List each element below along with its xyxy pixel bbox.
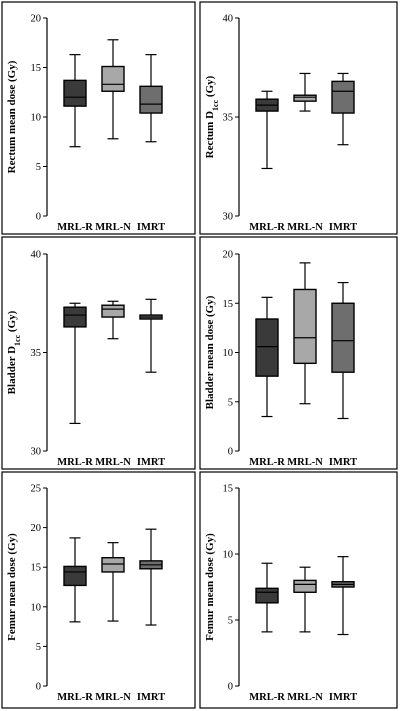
- box-mrl-r: [63, 54, 87, 148]
- y-axis-title: Femur mean dose (Gy): [204, 533, 216, 641]
- y-axis-title: Rectum D1cc (Gy): [204, 75, 220, 158]
- x-category-label: MRL-N: [95, 692, 131, 703]
- x-category-label: MRL-N: [287, 692, 323, 703]
- x-category-label: MRL-R: [249, 457, 285, 468]
- chart-panel-bladder-mean: 0 5 10 15 20 Bladder mean dose (Gy) MRL-R MRL-N…: [199, 236, 398, 470]
- chart-panel-rectum-mean: 0 5 10 15 20 Rectum mean dose (Gy) MRL-R MRL-N I…: [1, 1, 196, 235]
- x-category-label: MRL-N: [287, 222, 323, 233]
- box-iqr: [331, 80, 355, 114]
- box-mrl-n: [293, 262, 317, 405]
- chart-panel-femur-mean-left: 0 5 10 15 20 25 Femur mean dose (Gy) MRL-R MRL-N…: [1, 471, 196, 709]
- x-category-label: MRL-R: [249, 222, 285, 233]
- panel-frame: [199, 236, 398, 470]
- box-imrt: [139, 528, 163, 626]
- x-category-label: IMRT: [137, 222, 165, 233]
- box-iqr: [331, 302, 355, 373]
- y-tick-label: 10: [31, 113, 42, 124]
- x-category-label: IMRT: [137, 457, 165, 468]
- y-tick-label: 0: [228, 447, 233, 458]
- box-iqr: [101, 65, 125, 92]
- y-axis-title: Femur mean dose (Gy): [6, 533, 18, 641]
- chart-panel-bladder-d1cc: 30 35 40 Bladder D1cc (Gy) MRL-R MRL-N IMRT: [1, 236, 196, 470]
- y-tick-label: 35: [31, 348, 42, 359]
- box-iqr: [139, 85, 163, 114]
- y-tick-label: 40: [223, 14, 234, 25]
- box-imrt: [331, 72, 355, 146]
- box-imrt: [331, 556, 355, 636]
- box-imrt: [139, 54, 163, 143]
- box-iqr: [101, 556, 125, 573]
- x-category-label: MRL-R: [57, 692, 93, 703]
- panel-frame: [199, 471, 398, 709]
- panel-frame: [1, 471, 196, 709]
- x-category-label: IMRT: [137, 692, 165, 703]
- chart-panel-femur-mean-right: 0 5 10 15 Femur mean dose (Gy) MRL-R MRL-N IMRT: [199, 471, 398, 709]
- x-category-label: IMRT: [329, 457, 357, 468]
- y-tick-label: 5: [36, 162, 41, 173]
- y-tick-label: 0: [228, 682, 233, 693]
- y-tick-label: 0: [36, 682, 41, 693]
- y-tick-label: 15: [31, 63, 42, 74]
- y-tick-label: 5: [228, 616, 233, 627]
- y-tick-label: 25: [31, 484, 42, 495]
- x-category-label: MRL-R: [57, 457, 93, 468]
- box-mrl-r: [63, 537, 87, 623]
- y-axis-title: Rectum mean dose (Gy): [6, 60, 18, 173]
- y-tick-label: 0: [36, 212, 41, 223]
- box-iqr: [63, 565, 87, 587]
- box-iqr: [255, 318, 279, 377]
- box-mrl-n: [293, 72, 317, 112]
- box-iqr: [293, 94, 317, 102]
- y-tick-label: 20: [223, 250, 234, 261]
- y-axis-title: Bladder mean dose (Gy): [204, 295, 216, 409]
- y-tick-label: 15: [223, 484, 234, 495]
- box-mrl-r: [255, 562, 279, 633]
- box-mrl-r: [255, 90, 279, 170]
- box-iqr: [293, 579, 317, 593]
- y-tick-label: 5: [36, 642, 41, 653]
- box-imrt: [331, 281, 355, 420]
- y-tick-label: 20: [31, 523, 42, 534]
- y-tick-label: 30: [31, 447, 42, 458]
- y-tick-label: 30: [223, 212, 234, 223]
- x-category-label: MRL-N: [95, 222, 131, 233]
- x-category-label: MRL-R: [249, 692, 285, 703]
- y-tick-label: 15: [31, 563, 42, 574]
- y-tick-label: 10: [223, 348, 234, 359]
- panel-frame: [199, 1, 398, 235]
- panel-frame: [1, 236, 196, 470]
- y-tick-label: 15: [223, 299, 234, 310]
- box-iqr: [293, 288, 317, 365]
- box-iqr: [255, 587, 279, 604]
- x-category-label: IMRT: [329, 692, 357, 703]
- y-tick-label: 10: [31, 602, 42, 613]
- x-category-label: MRL-R: [57, 222, 93, 233]
- box-mrl-n: [101, 39, 125, 140]
- y-axis-title: Bladder D1cc (Gy): [6, 310, 22, 394]
- box-mrl-n: [293, 566, 317, 633]
- x-category-label: MRL-N: [287, 457, 323, 468]
- x-category-label: IMRT: [329, 222, 357, 233]
- box-mrl-n: [101, 542, 125, 622]
- box-mrl-r: [255, 296, 279, 418]
- box-imrt: [139, 298, 163, 373]
- x-category-label: MRL-N: [95, 457, 131, 468]
- box-iqr: [63, 306, 87, 328]
- box-iqr: [101, 304, 125, 318]
- chart-panel-rectum-d1cc: 30 35 40 Rectum D1cc (Gy) MRL-R MRL-N IMRT: [199, 1, 398, 235]
- panel-frame: [1, 1, 196, 235]
- y-tick-label: 20: [31, 14, 42, 25]
- y-tick-label: 5: [228, 397, 233, 408]
- y-tick-label: 35: [223, 113, 234, 124]
- box-mrl-n: [101, 300, 125, 340]
- y-tick-label: 40: [31, 250, 42, 261]
- y-tick-label: 10: [223, 550, 234, 561]
- box-iqr: [63, 79, 87, 107]
- box-mrl-r: [63, 302, 87, 425]
